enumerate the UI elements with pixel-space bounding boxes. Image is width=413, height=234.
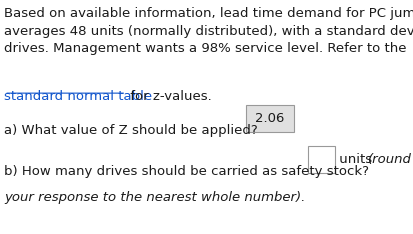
Text: b) How many drives should be carried as safety stock?: b) How many drives should be carried as … (4, 165, 368, 178)
FancyBboxPatch shape (308, 146, 334, 173)
FancyBboxPatch shape (246, 105, 293, 132)
Text: for z-values.: for z-values. (126, 90, 211, 103)
Text: (round: (round (368, 153, 411, 166)
Text: standard normal table: standard normal table (4, 90, 152, 103)
Text: Based on available information, lead time demand for PC jump drives
averages 48 : Based on available information, lead tim… (4, 7, 413, 55)
Text: a) What value of Z should be applied?: a) What value of Z should be applied? (4, 124, 266, 137)
Text: units: units (334, 153, 375, 166)
Text: 2.06: 2.06 (255, 112, 284, 125)
Text: your response to the nearest whole number).: your response to the nearest whole numbe… (4, 191, 305, 204)
